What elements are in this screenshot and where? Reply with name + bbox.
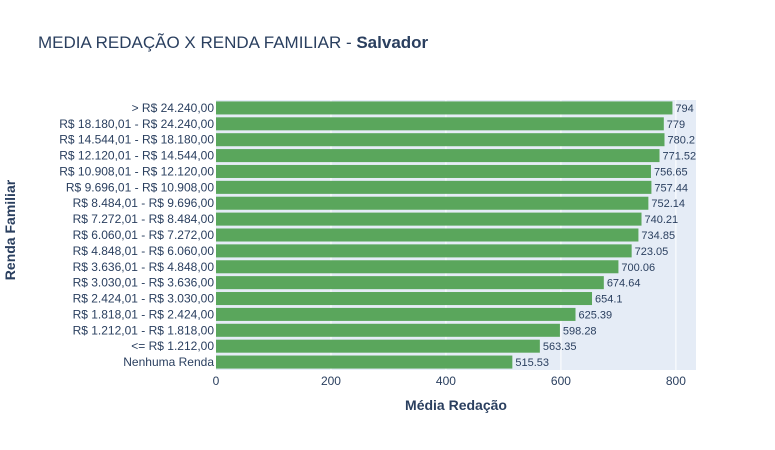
y-tick-label: R$ 2.424,01 - R$ 3.030,00	[73, 292, 215, 306]
bar	[216, 260, 619, 274]
bar	[216, 355, 513, 369]
chart-title-city: Salvador	[356, 33, 429, 52]
data-label: 734.85	[641, 230, 675, 242]
y-tick-label: R$ 3.030,01 - R$ 3.636,00	[73, 276, 215, 290]
y-tick-label: R$ 6.060,01 - R$ 7.272,00	[73, 228, 215, 242]
data-label: 740.21	[645, 214, 679, 226]
data-label: 723.05	[635, 246, 669, 258]
bar	[216, 228, 639, 242]
plot-clip-mask	[696, 100, 775, 370]
y-tick-label: R$ 12.120,01 - R$ 14.544,00	[59, 149, 214, 163]
y-tick-label: R$ 14.544,01 - R$ 18.180,00	[59, 133, 214, 147]
bar	[216, 101, 673, 115]
y-tick-label: R$ 4.848,01 - R$ 6.060,00	[73, 244, 215, 258]
bar	[216, 180, 652, 194]
data-label: 654.1	[595, 294, 623, 306]
bar	[216, 244, 632, 258]
data-label: 515.53	[515, 357, 549, 369]
y-tick-label: R$ 7.272,01 - R$ 8.484,00	[73, 212, 215, 226]
bar	[216, 149, 660, 163]
data-label: 700.06	[621, 262, 655, 274]
y-tick-label: R$ 1.818,01 - R$ 2.424,00	[73, 307, 215, 321]
x-tick-label: 800	[666, 374, 686, 388]
data-label: 563.35	[543, 341, 577, 353]
y-tick-label: R$ 1.212,01 - R$ 1.818,00	[73, 323, 215, 337]
y-tick-label: R$ 18.180,01 - R$ 24.240,00	[59, 117, 214, 131]
data-label: 757.44	[654, 182, 688, 194]
y-tick-label: R$ 9.696,01 - R$ 10.908,00	[66, 180, 214, 194]
data-label: 598.28	[563, 325, 597, 337]
data-label: 771.52	[663, 151, 697, 163]
x-tick-label: 0	[213, 374, 220, 388]
bar	[216, 164, 651, 178]
data-label: 674.64	[607, 278, 641, 290]
x-tick-label: 200	[321, 374, 341, 388]
data-label: 780.2	[667, 135, 695, 147]
y-tick-label: R$ 3.636,01 - R$ 4.848,00	[73, 260, 215, 274]
bar	[216, 339, 540, 353]
bar	[216, 307, 576, 321]
data-label: 625.39	[579, 309, 613, 321]
data-label: 752.14	[651, 198, 685, 210]
x-tick-label: 400	[436, 374, 456, 388]
data-label: 794	[675, 103, 693, 115]
chart-title-text: MEDIA REDAÇÃO X RENDA FAMILIAR -	[38, 33, 357, 52]
bar	[216, 196, 649, 210]
bar	[216, 133, 665, 147]
x-axis-title: Média Redação	[405, 397, 507, 413]
y-tick-label: R$ 10.908,01 - R$ 12.120,00	[59, 164, 214, 178]
y-tick-label: <= R$ 1.212,00	[131, 339, 214, 353]
y-tick-label: Nenhuma Renda	[123, 355, 214, 369]
data-label: 779	[667, 119, 685, 131]
bar	[216, 292, 593, 306]
y-tick-label: R$ 8.484,01 - R$ 9.696,00	[73, 196, 215, 210]
data-label: 756.65	[654, 166, 688, 178]
x-tick-label: 600	[551, 374, 571, 388]
y-tick-label: > R$ 24.240,00	[132, 101, 215, 115]
bar	[216, 212, 642, 226]
y-axis-title: Renda Familiar	[2, 179, 18, 280]
bar	[216, 117, 664, 131]
bar	[216, 276, 604, 290]
bar	[216, 323, 560, 337]
chart-title: MEDIA REDAÇÃO X RENDA FAMILIAR - Salvado…	[38, 33, 428, 53]
